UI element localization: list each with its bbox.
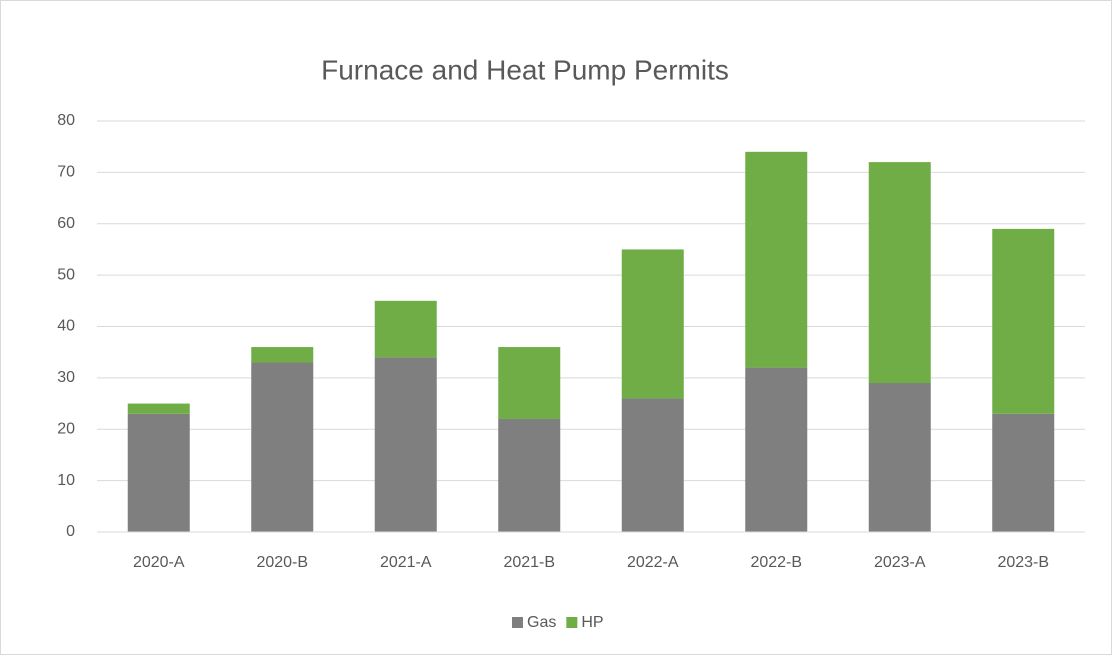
- legend-swatch: [566, 617, 578, 628]
- bar-segment: [621, 398, 684, 532]
- y-tick-label: 30: [57, 369, 75, 386]
- bar-segment: [127, 403, 190, 414]
- y-tick-label: 10: [57, 472, 75, 489]
- x-tick-label: 2023-A: [874, 554, 926, 571]
- bar-segment: [745, 367, 808, 532]
- x-tick-label: 2020-A: [133, 554, 185, 571]
- x-tick-label: 2022-A: [627, 554, 679, 571]
- y-tick-label: 20: [57, 420, 75, 437]
- bar-segment: [251, 362, 314, 532]
- x-tick-label: 2021-A: [380, 554, 432, 571]
- x-tick-label: 2020-B: [256, 554, 308, 571]
- y-tick-label: 50: [57, 266, 75, 283]
- legend-label: Gas: [527, 614, 556, 631]
- y-tick-label: 80: [57, 112, 75, 129]
- bar-segment: [992, 228, 1055, 414]
- bar-segment: [374, 300, 437, 358]
- bar-segment: [745, 151, 808, 368]
- bar-segment: [498, 418, 561, 532]
- y-tick-label: 60: [57, 215, 75, 232]
- bar-segment: [868, 383, 931, 532]
- legend-label: HP: [581, 614, 603, 631]
- x-tick-label: 2022-B: [750, 554, 802, 571]
- bar-segment: [992, 413, 1055, 532]
- bar-segment: [868, 162, 931, 384]
- x-tick-label: 2021-B: [503, 554, 555, 571]
- y-tick-label: 70: [57, 164, 75, 181]
- bar-segment: [127, 413, 190, 532]
- y-tick-label: 40: [57, 318, 75, 335]
- legend-swatch: [512, 617, 523, 628]
- y-tick-label: 0: [66, 523, 75, 540]
- bar-segment: [621, 249, 684, 399]
- x-tick-label: 2023-B: [997, 554, 1049, 571]
- bar-segment: [251, 347, 314, 363]
- bar-segment: [498, 347, 561, 419]
- bar-segment: [374, 357, 437, 532]
- chart-title: Furnace and Heat Pump Permits: [321, 54, 729, 85]
